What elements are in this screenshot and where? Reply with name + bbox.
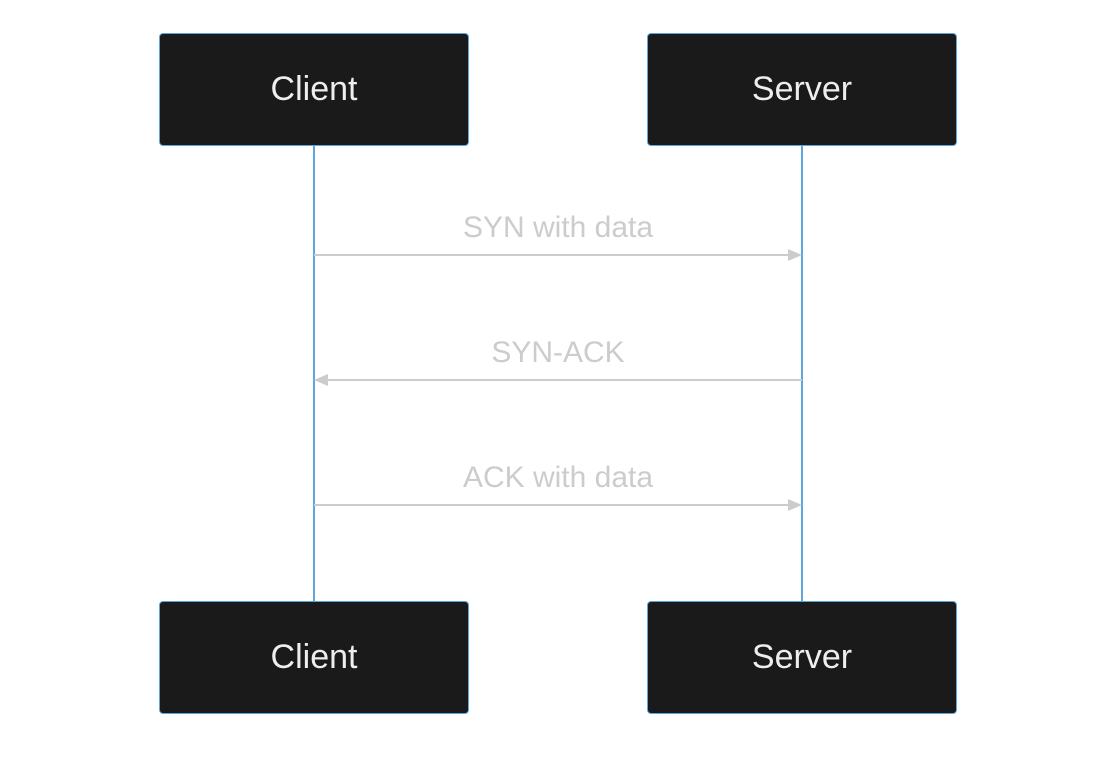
message-2-arrow (314, 497, 802, 513)
message-2-arrow-head (788, 499, 802, 511)
actor-server-bottom-label: Server (752, 638, 852, 677)
actor-client-top-label: Client (271, 70, 358, 109)
message-0-label: SYN with data (314, 211, 802, 245)
message-1-label: SYN-ACK (314, 336, 802, 370)
actor-client-top: Client (159, 33, 469, 146)
actor-client-bottom: Client (159, 601, 469, 714)
actor-client-bottom-label: Client (271, 638, 358, 677)
message-2-label: ACK with data (314, 461, 802, 495)
message-0-arrow (314, 247, 802, 263)
actor-server-top-label: Server (752, 70, 852, 109)
actor-server-bottom: Server (647, 601, 957, 714)
message-1-arrow (314, 372, 802, 388)
sequence-diagram: Client Server Client Server SYN with dat… (0, 0, 1116, 768)
actor-server-top: Server (647, 33, 957, 146)
message-1-arrow-head (314, 374, 328, 386)
message-0-arrow-head (788, 249, 802, 261)
